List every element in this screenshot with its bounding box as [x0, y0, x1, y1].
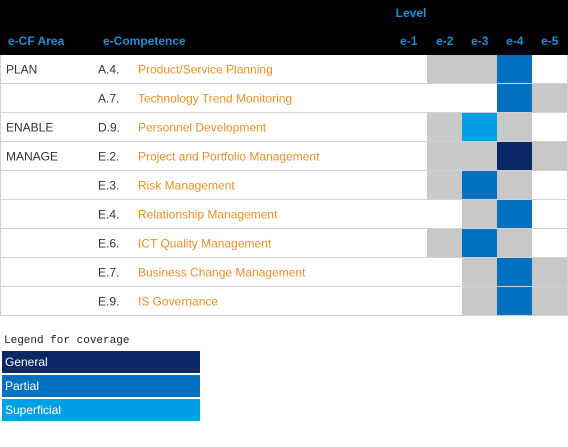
level-label: e-4	[506, 34, 524, 48]
coverage-cell	[497, 113, 533, 142]
coverage-cell	[427, 84, 463, 113]
coverage-cell	[462, 142, 498, 171]
competence-name: IS Governance	[138, 295, 218, 309]
competence-code: D.9.	[98, 121, 120, 135]
area-label: ENABLE	[6, 121, 53, 135]
competence-code: E.2.	[98, 150, 119, 164]
legend-label: Superficial	[5, 403, 61, 417]
coverage-cell	[462, 171, 498, 200]
competence-code: E.4.	[98, 208, 119, 222]
coverage-cell	[532, 171, 568, 200]
coverage-cell	[462, 55, 498, 84]
coverage-cell	[427, 287, 463, 316]
level-label: e-2	[436, 34, 454, 48]
coverage-cell	[497, 287, 533, 316]
competence-name: ICT Quality Management	[138, 237, 272, 251]
legend-swatch	[2, 375, 200, 397]
coverage-cell	[497, 84, 533, 113]
coverage-cell	[391, 200, 427, 229]
competence-code: A.7.	[98, 92, 119, 106]
competence-name: Personnel Development	[138, 121, 267, 135]
legend-title: Legend for coverage	[4, 335, 129, 347]
area-label: PLAN	[6, 63, 37, 77]
header-band	[0, 0, 568, 55]
coverage-cell	[497, 258, 533, 287]
coverage-cell	[497, 171, 533, 200]
coverage-cell	[532, 84, 568, 113]
competence-name: Technology Trend Monitoring	[138, 92, 292, 106]
competence-code: E.7.	[98, 266, 119, 280]
coverage-cell	[462, 113, 498, 142]
competence-name: Relationship Management	[138, 208, 278, 222]
coverage-cell	[427, 113, 463, 142]
coverage-cell	[391, 258, 427, 287]
level-label: e-5	[541, 34, 559, 48]
level-label: e-3	[471, 34, 489, 48]
coverage-cell	[391, 142, 427, 171]
coverage-cell	[391, 287, 427, 316]
legend-label: Partial	[5, 379, 39, 393]
coverage-cell	[532, 142, 568, 171]
coverage-cell	[427, 55, 463, 84]
legend-label: General	[5, 355, 48, 369]
coverage-cell	[462, 258, 498, 287]
area-label: MANAGE	[6, 150, 58, 164]
coverage-cell	[497, 229, 533, 258]
competence-name: Project and Portfolio Management	[138, 150, 320, 164]
level-heading: Level	[396, 6, 427, 20]
area-heading: e-CF Area	[8, 34, 65, 48]
competence-code: E.6.	[98, 237, 119, 251]
coverage-cell	[462, 287, 498, 316]
coverage-cell	[532, 113, 568, 142]
level-label: e-1	[400, 34, 418, 48]
competence-name: Business Change Management	[138, 266, 306, 280]
coverage-cell	[462, 229, 498, 258]
coverage-cell	[532, 258, 568, 287]
coverage-cell	[497, 200, 533, 229]
coverage-cell	[391, 84, 427, 113]
coverage-cell	[427, 171, 463, 200]
coverage-cell	[391, 229, 427, 258]
coverage-cell	[427, 258, 463, 287]
coverage-cell	[532, 200, 568, 229]
coverage-cell	[391, 171, 427, 200]
competence-name: Risk Management	[138, 179, 235, 193]
legend-swatch	[2, 399, 200, 421]
coverage-cell	[462, 84, 498, 113]
coverage-cell	[427, 200, 463, 229]
coverage-cell	[532, 55, 568, 84]
coverage-cell	[462, 200, 498, 229]
competence-code: E.3.	[98, 179, 119, 193]
competence-code: E.9.	[98, 295, 119, 309]
coverage-cell	[497, 142, 533, 171]
competence-name: Product/Service Planning	[138, 63, 273, 77]
competence-heading: e-Competence	[103, 34, 186, 48]
coverage-cell	[391, 55, 427, 84]
coverage-cell	[391, 113, 427, 142]
coverage-cell	[532, 287, 568, 316]
coverage-cell	[427, 229, 463, 258]
coverage-cell	[497, 55, 533, 84]
legend-swatch	[2, 351, 200, 373]
competence-code: A.4.	[98, 63, 119, 77]
coverage-cell	[427, 142, 463, 171]
coverage-cell	[532, 229, 568, 258]
